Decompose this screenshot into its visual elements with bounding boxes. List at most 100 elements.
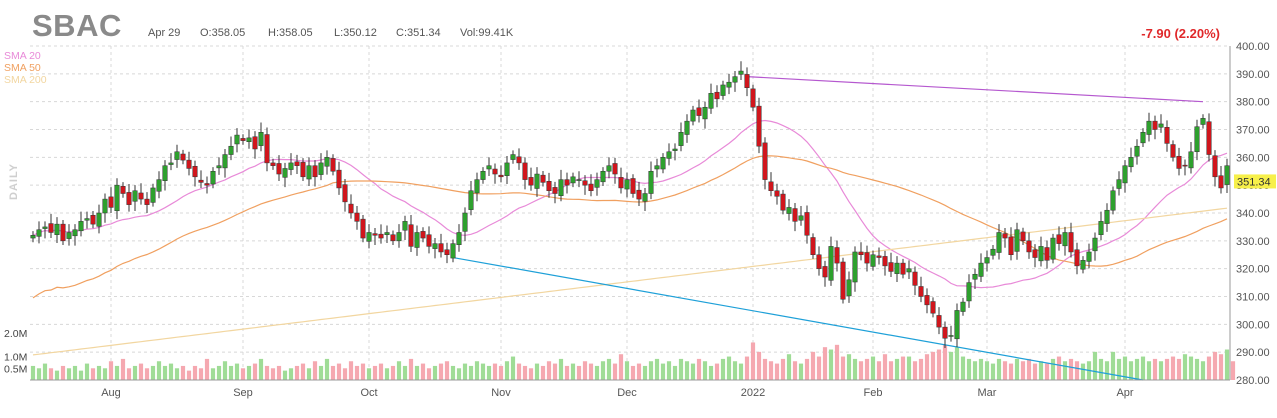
volume-bar xyxy=(504,361,510,380)
candle-body xyxy=(870,254,876,267)
candle-body xyxy=(1068,232,1074,253)
candle-body xyxy=(1020,231,1026,242)
sma-lines xyxy=(32,119,1228,356)
candle-body xyxy=(660,157,666,170)
candle-body xyxy=(1026,240,1032,253)
candle-body xyxy=(804,212,810,236)
volume-bar xyxy=(1134,358,1140,380)
volume-bar xyxy=(678,358,684,380)
candle-body xyxy=(972,273,978,280)
volume-bar xyxy=(1092,351,1098,380)
candle-body xyxy=(918,286,924,297)
volume-bar xyxy=(282,370,288,380)
volume-bar xyxy=(798,363,804,380)
candle-body xyxy=(1152,120,1158,130)
candle-body xyxy=(930,301,936,314)
candle-body xyxy=(1146,120,1152,135)
candle-body xyxy=(72,229,78,237)
volume-bar xyxy=(1044,363,1050,380)
volume-bar xyxy=(336,363,342,380)
sma-20-line xyxy=(32,119,1228,289)
candle-body xyxy=(1200,118,1206,125)
candle-body xyxy=(318,162,324,175)
candle-body xyxy=(846,279,852,297)
candle-body xyxy=(48,223,54,233)
volume-bar xyxy=(738,363,744,380)
price-change: -7.90 (2.20%) xyxy=(1141,26,1220,41)
candle-body xyxy=(1074,249,1080,267)
volume-bar xyxy=(912,361,918,380)
candle-body xyxy=(906,268,912,273)
candle-body xyxy=(552,187,558,194)
volume-tick-label: 1.0M xyxy=(4,352,27,364)
volume-bar xyxy=(1056,356,1062,380)
candle-body xyxy=(834,247,840,264)
candle-body xyxy=(468,190,474,210)
candle-body xyxy=(684,120,690,135)
candle-body xyxy=(456,232,462,245)
volume-bar xyxy=(1008,363,1014,380)
candle-body xyxy=(750,88,756,108)
candle-body xyxy=(792,208,798,222)
volume-bar xyxy=(306,368,312,380)
volume-bar xyxy=(924,354,930,380)
legend-sma-20: SMA 20 xyxy=(4,50,41,62)
candle-body xyxy=(168,162,174,165)
candle-body xyxy=(1008,236,1014,255)
candle-body xyxy=(426,234,432,247)
candle-body xyxy=(438,243,444,253)
volume-bar xyxy=(846,354,852,380)
legend-sma-200: SMA 200 xyxy=(4,74,47,86)
candle-body xyxy=(330,158,336,172)
volume-bar xyxy=(744,356,750,380)
volume-bar xyxy=(816,356,822,380)
volume-bar xyxy=(534,363,540,380)
volume-bar xyxy=(990,363,996,380)
volume-bar xyxy=(630,365,636,380)
candle-body xyxy=(1164,127,1170,144)
volume-bar xyxy=(732,361,738,380)
candle-body xyxy=(1194,126,1200,153)
x-tick-label: Oct xyxy=(360,387,377,399)
candle-body xyxy=(666,151,672,159)
candle-body xyxy=(606,165,612,172)
x-tick-label: Dec xyxy=(617,387,637,399)
volume-bar xyxy=(126,368,132,380)
volume-bar xyxy=(1068,358,1074,380)
candle-body xyxy=(840,261,846,300)
candle-body xyxy=(1158,123,1164,128)
volume-bar xyxy=(228,365,234,380)
volume-bar xyxy=(480,363,486,380)
candle-body xyxy=(618,177,624,189)
volume-bar xyxy=(1128,361,1134,380)
quote-open: O:358.05 xyxy=(200,27,246,39)
volume-bar xyxy=(1116,358,1122,380)
quote-close: C:351.34 xyxy=(396,27,441,39)
volume-bar xyxy=(498,365,504,380)
volume-tick-label: 0.5M xyxy=(4,363,27,375)
volume-bar xyxy=(666,361,672,380)
volume-bar xyxy=(1014,358,1020,380)
candle-body xyxy=(186,159,192,169)
candle-body xyxy=(852,251,858,283)
volume-bar xyxy=(840,356,846,380)
candle-body xyxy=(1098,221,1104,235)
candle-body xyxy=(978,262,984,277)
candle-body xyxy=(306,165,312,180)
volume-bar xyxy=(618,354,624,380)
candle-body xyxy=(876,255,882,258)
volume-bar xyxy=(348,361,354,380)
volume-bar xyxy=(192,365,198,380)
candle-body xyxy=(624,179,630,190)
volume-bar xyxy=(1152,358,1158,380)
volume-bar xyxy=(156,361,162,380)
volume-bar xyxy=(930,351,936,380)
upper-trend-line xyxy=(746,76,1204,103)
candle-body xyxy=(570,176,576,184)
candle-body xyxy=(780,193,786,211)
volume-bar xyxy=(648,361,654,380)
candle-body xyxy=(222,154,228,169)
volume-bar xyxy=(828,349,834,380)
volume-bars xyxy=(30,342,1236,380)
candle-body xyxy=(996,232,1002,253)
